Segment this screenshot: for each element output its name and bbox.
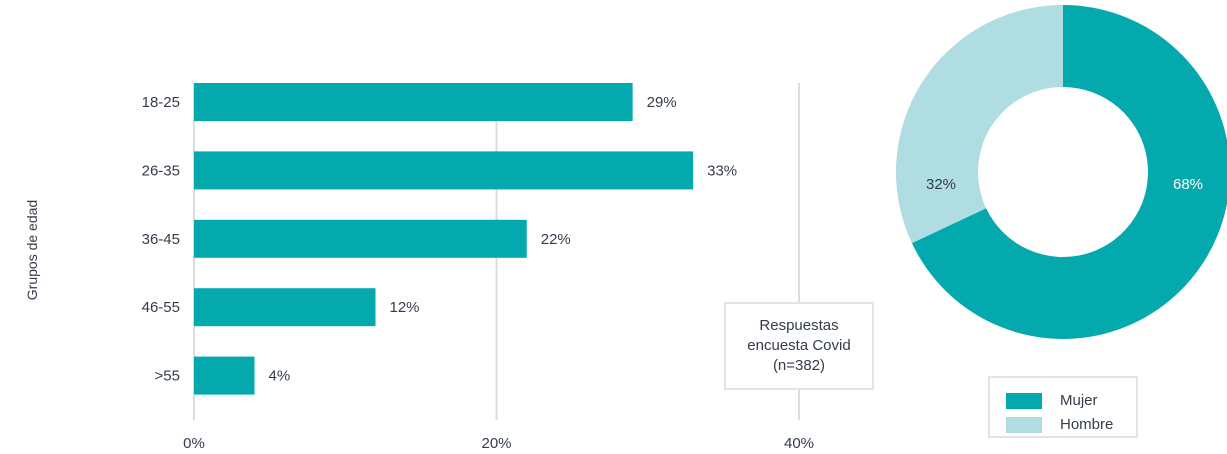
bar-data-label: 4% [269, 368, 291, 385]
bar [194, 288, 376, 327]
annotation-line-1: Respuestas [759, 317, 839, 334]
category-label: >55 [155, 368, 180, 385]
category-label: 46-55 [142, 299, 180, 316]
category-label: 36-45 [142, 231, 180, 248]
donut-data-label: 68% [1173, 176, 1203, 193]
donut-slice-mujer [911, 5, 1227, 339]
annotation-line-2: encuesta Covid [747, 337, 851, 354]
sample-annotation: Respuestas encuesta Covid (n=382) [724, 302, 874, 390]
legend-label-mujer: Mujer [1060, 392, 1098, 409]
x-tick-label: 20% [481, 435, 511, 452]
legend-swatch-hombre [1006, 416, 1042, 433]
bar-data-label: 29% [647, 94, 677, 111]
category-label: 26-35 [142, 162, 180, 179]
bar-data-label: 33% [707, 162, 737, 179]
bar [194, 219, 527, 258]
bar [194, 83, 633, 121]
donut-legend: Mujer Hombre [988, 376, 1138, 438]
legend-label-hombre: Hombre [1060, 416, 1114, 433]
x-tick-label: 40% [784, 435, 814, 452]
donut-chart: 68% 32% [896, 5, 1227, 339]
category-label: 18-25 [142, 94, 180, 111]
bar [194, 151, 694, 190]
donut-data-label: 32% [926, 176, 956, 193]
legend-swatch-mujer [1006, 392, 1042, 409]
bar-chart: 18-25 26-35 36-45 46-55 >55 29% 33% 22% 12% 4% 0… [24, 83, 814, 452]
donut-slice-hombre [896, 5, 1063, 244]
bar-data-label: 22% [541, 231, 571, 248]
y-axis-label: Grupos de edad [24, 200, 40, 300]
legend-item-mujer: Mujer [1006, 392, 1098, 409]
annotation-line-3: (n=382) [772, 357, 826, 374]
x-tick-label: 0% [183, 435, 205, 452]
bar-data-label: 12% [390, 299, 420, 316]
bar [194, 356, 255, 395]
legend-item-hombre: Hombre [1006, 416, 1113, 433]
